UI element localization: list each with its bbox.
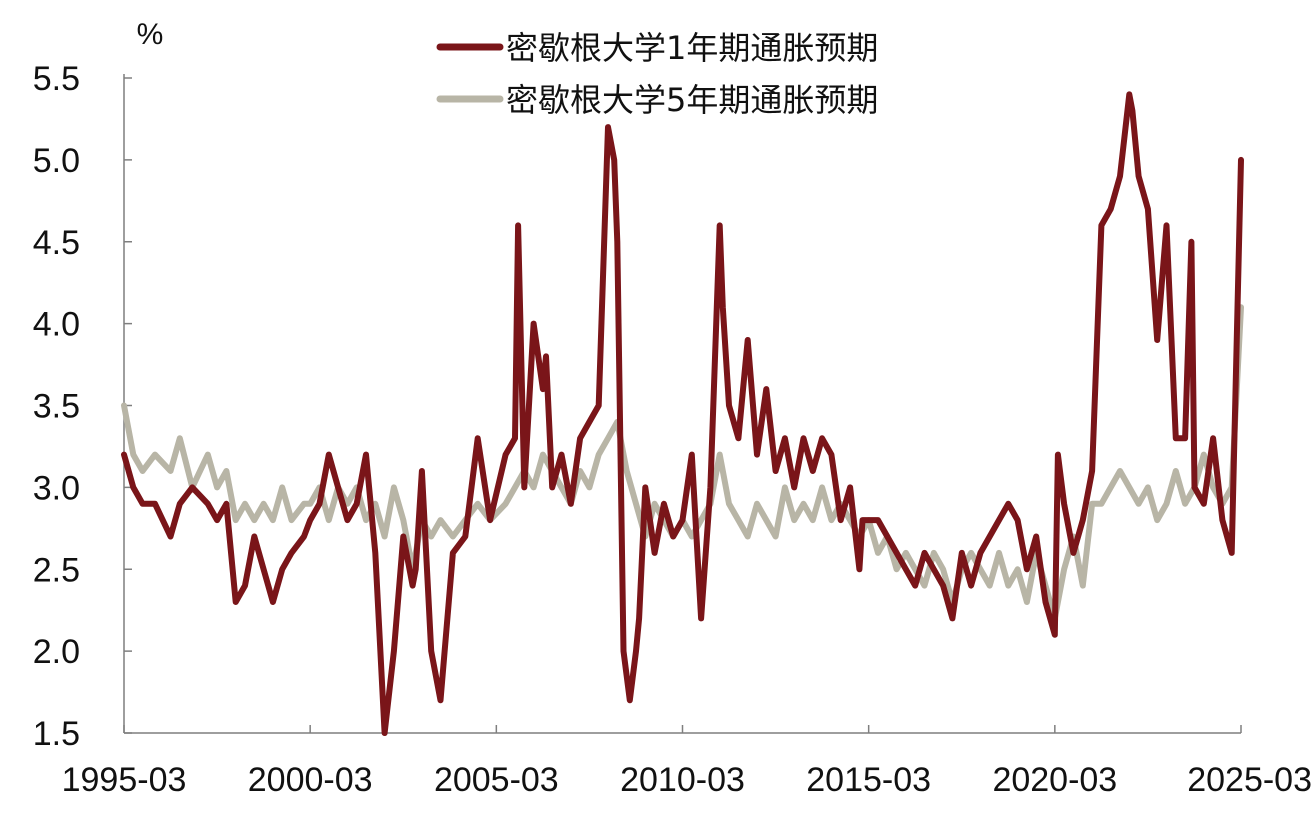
y-tick-label: 2.5 [33, 551, 80, 589]
y-tick-label: 5.5 [33, 60, 80, 98]
x-tick-label: 2000-03 [248, 761, 373, 799]
legend-label-5yr: 密歇根大学5年期通胀预期 [506, 81, 878, 119]
y-tick-label: 3.0 [33, 469, 80, 507]
x-tick-label: 2005-03 [434, 761, 559, 799]
x-tick-label: 1995-03 [62, 761, 187, 799]
x-tick-label: 2010-03 [620, 761, 745, 799]
series-line-1yr [121, 91, 1244, 736]
y-tick-label: 2.0 [33, 633, 80, 671]
y-tick-label: 5.0 [33, 142, 80, 180]
axes: 1.5 2.0 2.5 3.0 3.5 4.0 4.5 5.0 5.5% 1995-03 2000-… [33, 18, 1312, 799]
x-tick-label: 2015-03 [806, 761, 931, 799]
y-tick-label: 1.5 [33, 715, 80, 753]
y-tick-label: 3.5 [33, 388, 80, 426]
legend-label-1yr: 密歇根大学1年期通胀预期 [506, 29, 878, 67]
x-tick-label: 2025-03 [1187, 761, 1312, 799]
y-tick-label: 4.5 [33, 224, 80, 262]
y-tick-label: 4.0 [33, 306, 80, 344]
series-line-5yr [121, 304, 1244, 622]
x-tick-label: 2020-03 [992, 761, 1117, 799]
y-axis-unit-label: % [137, 18, 164, 51]
series-layer [121, 91, 1244, 736]
